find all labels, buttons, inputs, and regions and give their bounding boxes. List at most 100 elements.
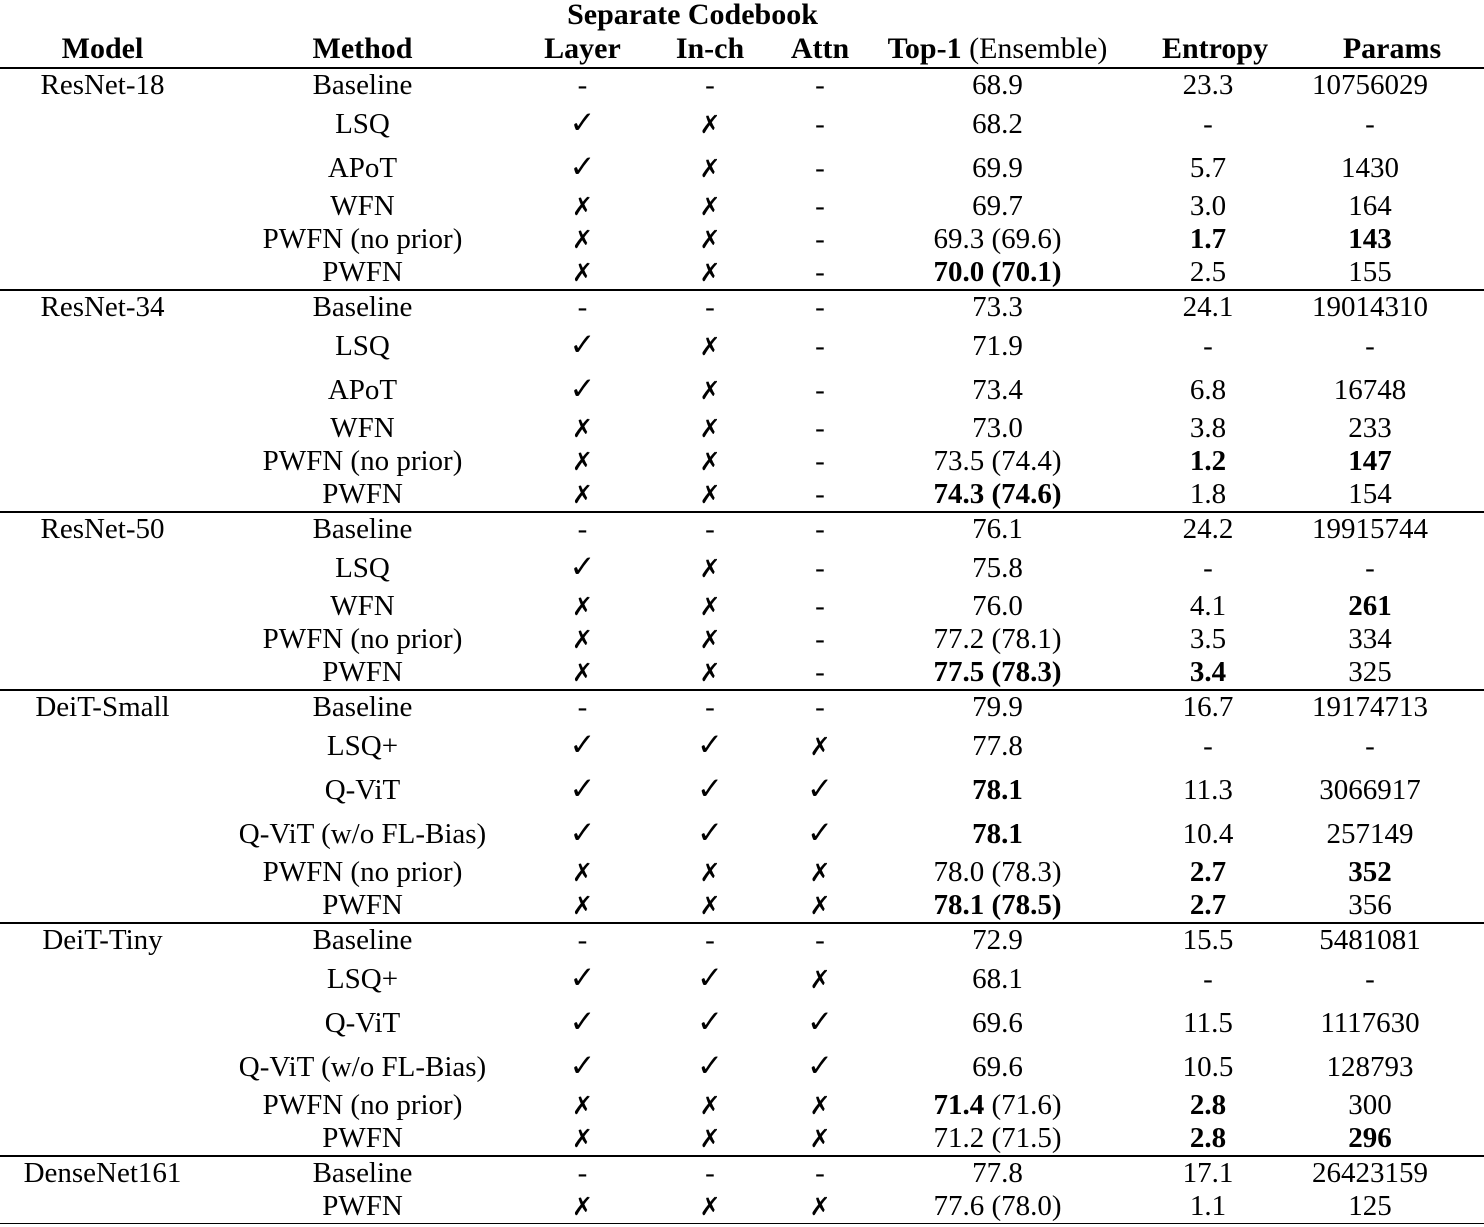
top1-ensemble-value: (78.1) <box>991 623 1062 655</box>
cell-method: PWFN <box>322 1190 403 1222</box>
cell-top1: 69.7 <box>865 190 1130 223</box>
cell-params: 155 <box>1300 256 1484 290</box>
table-row: LSQ+ ✓ ✓ ✗ 68.1 - - <box>0 957 1484 1001</box>
table-row: Q-ViT (w/o FL-Bias) ✓ ✓ ✓ 78.1 10.4 257149 <box>0 812 1484 856</box>
cell-layer: ✗ <box>520 412 645 445</box>
cell-attn: - <box>775 102 865 146</box>
cross-icon: ✗ <box>699 375 721 405</box>
cell-inch: - <box>645 1155 775 1190</box>
top1-value: 72.9 <box>972 924 1023 956</box>
cell-inch: ✗ <box>645 324 775 368</box>
cell-top1: 69.3 (69.6) <box>865 223 1130 256</box>
cell-layer: - <box>520 689 645 724</box>
dash-mark: - <box>577 924 588 956</box>
cell-method: PWFN (no prior) <box>262 623 463 655</box>
table-row: PWFN (no prior) ✗ ✗ ✗ 71.4 (71.6) 2.8 300 <box>0 1089 1484 1122</box>
cell-inch: ✗ <box>645 445 775 478</box>
cell-top1: 69.6 <box>865 1001 1130 1045</box>
dash-mark: - <box>815 623 825 655</box>
cell-inch: ✗ <box>645 623 775 656</box>
cell-inch: ✗ <box>645 190 775 223</box>
cell-layer: ✗ <box>520 889 645 923</box>
cell-attn: ✗ <box>775 1089 865 1122</box>
dash-mark: - <box>815 1157 825 1189</box>
cell-method: PWFN (no prior) <box>262 1089 463 1121</box>
cell-inch: ✗ <box>645 1122 775 1156</box>
cell-method: Baseline <box>205 511 520 546</box>
top1-value: 73.3 <box>972 291 1023 323</box>
check-icon: ✓ <box>697 1048 723 1084</box>
check-icon: ✓ <box>569 371 596 407</box>
cell-layer: ✓ <box>520 812 645 856</box>
params-value: - <box>1365 551 1375 584</box>
cell-top1: 73.0 <box>865 412 1130 445</box>
check-icon: ✓ <box>569 815 596 851</box>
dash-mark: - <box>705 924 715 956</box>
params-value: 325 <box>1348 656 1392 688</box>
entropy-value: - <box>1203 962 1213 995</box>
dash-mark: - <box>705 1157 715 1189</box>
table-row: DeiT-Tiny Baseline - - - 72.9 15.5 5481081 <box>0 922 1484 957</box>
cell-inch: ✓ <box>645 1045 775 1089</box>
cell-entropy: 11.5 <box>1130 1001 1300 1045</box>
cell-top1: 73.3 <box>865 289 1131 324</box>
cell-entropy: 11.3 <box>1130 768 1300 812</box>
dash-mark: - <box>577 513 588 545</box>
cell-method: LSQ+ <box>326 962 399 995</box>
top1-value: 69.7 <box>972 190 1023 222</box>
cell-params: 257149 <box>1300 812 1484 856</box>
top1-value: 73.0 <box>972 412 1023 444</box>
params-value: 147 <box>1348 445 1392 477</box>
cell-method: Q-ViT <box>324 773 401 806</box>
table-row: PWFN ✗ ✗ ✗ 78.1 (78.5) 2.7 356 <box>0 889 1484 923</box>
cell-method: APoT <box>327 151 398 184</box>
cell-model: DeiT-Small <box>0 689 205 724</box>
top1-value: 69.3 <box>933 223 985 255</box>
cell-model <box>0 223 205 256</box>
cell-inch: - <box>645 689 775 724</box>
check-icon: ✓ <box>569 149 596 185</box>
dash-mark: - <box>815 223 825 255</box>
dash-mark: - <box>815 107 825 140</box>
table-body: ResNet-18 Baseline - - -68.9 23.3 10756029 LSQ ✓… <box>0 68 1484 1223</box>
cell-layer: ✓ <box>520 724 645 768</box>
entropy-value: 2.5 <box>1189 256 1227 288</box>
top1-ensemble-value: (74.6) <box>991 478 1062 510</box>
cell-model: DenseNet161 <box>0 1155 205 1190</box>
cell-attn: - <box>775 1155 866 1190</box>
top1-value: 77.6 <box>933 1190 985 1222</box>
cell-entropy: 5.7 <box>1130 146 1300 190</box>
cell-layer: ✓ <box>520 768 645 812</box>
dash-mark: - <box>815 256 825 288</box>
cell-entropy: 15.5 <box>1130 922 1301 957</box>
cross-icon: ✗ <box>809 858 831 887</box>
cell-method: PWFN <box>322 1122 403 1154</box>
cell-top1: 76.0 <box>865 590 1130 623</box>
cross-icon: ✗ <box>572 225 593 254</box>
cell-top1: 77.8 <box>865 1155 1131 1190</box>
cell-params: 300 <box>1300 1089 1484 1122</box>
dash-mark: - <box>705 691 715 723</box>
table-row: PWFN (no prior) ✗ ✗ ✗ 78.0 (78.3) 2.7 352 <box>0 856 1484 889</box>
top1-value: 78.0 <box>933 856 985 888</box>
cross-icon: ✗ <box>699 553 721 583</box>
cross-icon: ✗ <box>572 891 593 920</box>
top1-value: 77.2 <box>933 623 985 655</box>
cell-model <box>0 1045 205 1089</box>
cell-attn: ✓ <box>775 1001 865 1045</box>
top1-value: 75.8 <box>972 551 1023 584</box>
cell-method: Baseline <box>312 69 413 101</box>
params-value: - <box>1365 329 1375 362</box>
table-row: LSQ ✓ ✗ - 68.2 - - <box>0 102 1484 146</box>
cell-method: WFN <box>330 590 395 622</box>
table-row: LSQ ✓ ✗ - 71.9 - - <box>0 324 1484 368</box>
cross-icon: ✗ <box>572 192 593 221</box>
cell-params: - <box>1300 724 1484 768</box>
cell-entropy: 3.5 <box>1130 623 1300 656</box>
cell-entropy: 10.4 <box>1130 812 1300 856</box>
entropy-value: - <box>1203 551 1213 584</box>
cell-layer: ✓ <box>520 546 645 590</box>
table-row: WFN ✗ ✗ - 76.0 4.1 261 <box>0 590 1484 623</box>
cell-model: DeiT-Tiny <box>0 922 205 957</box>
